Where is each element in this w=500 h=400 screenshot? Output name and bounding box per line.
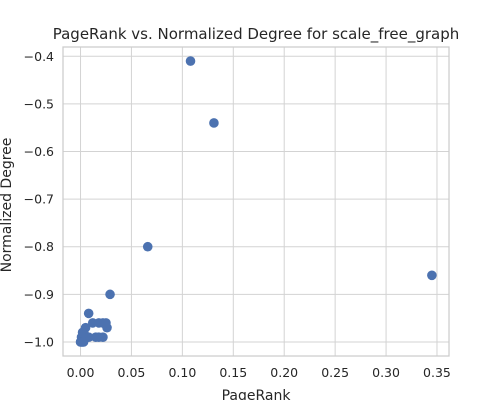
y-tick-labels: −1.0 −0.9 −0.8 −0.7 −0.6 −0.5 −0.4 [24,49,54,350]
grid [63,47,449,356]
y-axis-label: Normalized Degree [0,138,15,273]
x-tick-label: 0.25 [321,365,349,380]
y-tick-label: −0.7 [24,192,54,207]
data-point [98,332,108,342]
data-point [102,322,112,333]
y-tick-label: −1.0 [24,334,54,349]
x-tick-label: 0.30 [372,365,400,380]
y-tick-label: −0.4 [24,49,54,64]
x-axis-label: PageRank [222,388,292,400]
x-tick-labels: 0.00 0.05 0.10 0.15 0.20 0.25 0.30 0.35 [67,365,451,380]
data-point [185,56,196,66]
plot-frame [62,46,450,357]
x-tick-label: 0.15 [219,365,247,380]
chart-title: PageRank vs. Normalized Degree for scale… [53,25,460,44]
x-tick-label: 0.00 [67,365,95,380]
x-tick-label: 0.35 [423,365,451,380]
data-point [142,241,153,252]
y-tick-label: −0.8 [24,239,54,254]
data-point [427,270,437,281]
plot-area [63,47,449,356]
data-points [75,56,437,347]
data-point [105,289,115,300]
data-point [83,308,94,319]
y-tick-label: −0.9 [24,287,54,302]
y-tick-label: −0.6 [24,144,54,159]
data-point [209,118,219,128]
x-tick-label: 0.05 [118,365,146,380]
data-point [78,337,89,347]
y-tick-label: −0.5 [24,96,54,111]
x-tick-label: 0.20 [270,365,298,380]
x-tick-label: 0.10 [168,365,196,380]
